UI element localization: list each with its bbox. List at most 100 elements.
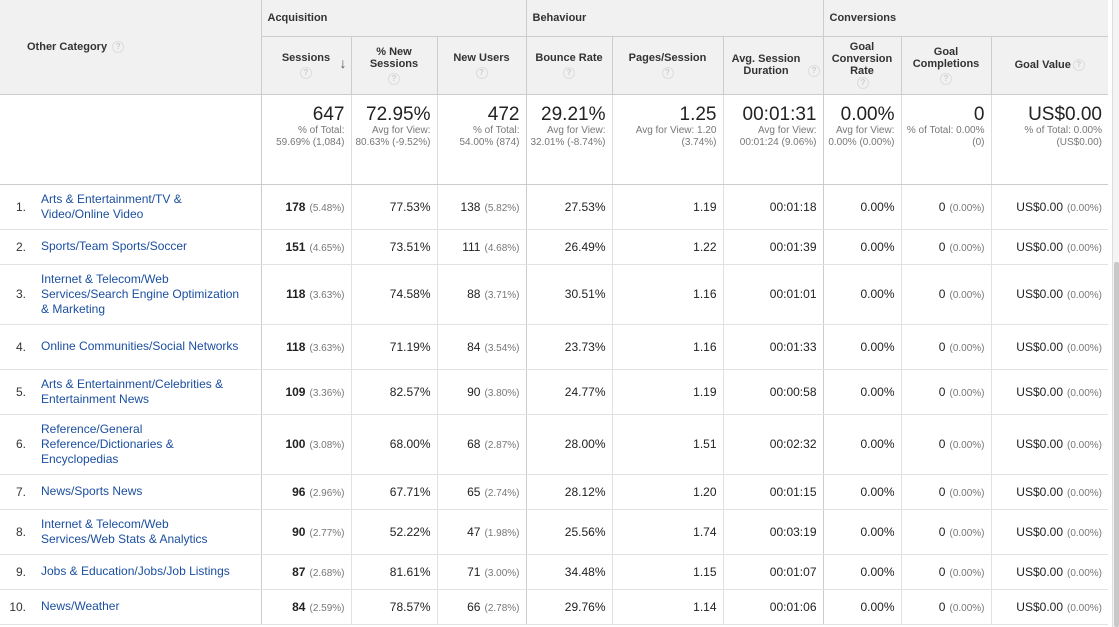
help-icon[interactable]: ? [563, 66, 575, 79]
bounce-rate-cell: 26.49% [525, 229, 612, 265]
table-row: 7. News/Sports News 96 (2.96%) 67.71% 65 (2.74… [0, 474, 1109, 510]
help-icon[interactable]: ? [661, 66, 674, 79]
duration-cell: 00:01:33 [722, 324, 823, 370]
pct-new-sessions-cell: 81.61% [350, 554, 437, 590]
sessions-cell: 84 (2.59%) [260, 589, 351, 625]
sort-descending-icon[interactable]: ↓ [339, 54, 347, 71]
help-icon[interactable]: ? [388, 72, 400, 85]
scrollbar-thumb[interactable] [1114, 262, 1119, 627]
category-link[interactable]: News/Sports News [41, 484, 143, 499]
bounce-rate-cell: 34.48% [525, 554, 612, 590]
pct-new-sessions-cell: 71.19% [350, 324, 437, 370]
total-sessions: 647% of Total: 59.69% (1,084) [260, 94, 351, 185]
category-link[interactable]: News/Weather [41, 599, 120, 614]
bounce-rate-cell: 24.77% [525, 369, 612, 415]
category-link[interactable]: Internet & Telecom/Web Services/Search E… [41, 271, 240, 316]
pct-new-sessions-cell: 67.71% [350, 474, 437, 510]
goal-completions-cell: 0 (0.00%) [900, 369, 991, 415]
category-link[interactable]: Online Communities/Social Networks [41, 339, 239, 354]
table-row: 8. Internet & Telecom/Web Services/Web St… [0, 509, 1109, 555]
help-icon[interactable]: ? [475, 66, 488, 79]
help-icon[interactable]: ? [808, 65, 820, 78]
col-avg-session-duration[interactable]: Avg. Session Duration? [722, 36, 823, 95]
col-sessions[interactable]: Sessions? ↓ [260, 36, 351, 95]
goal-value-cell: US$0.00 (0.00%) [990, 229, 1109, 265]
row-dimension-cell: 3. Internet & Telecom/Web Services/Search… [0, 264, 261, 325]
goal-value-cell: US$0.00 (0.00%) [990, 264, 1109, 325]
pct-new-sessions-cell: 74.58% [350, 264, 437, 325]
totals-label [0, 94, 261, 185]
pct-new-sessions-cell: 73.51% [350, 229, 437, 265]
help-icon[interactable]: ? [940, 72, 952, 85]
goal-conversion-rate-cell: 0.00% [822, 589, 901, 625]
duration-cell: 00:01:07 [722, 554, 823, 590]
metric-header-row: Sessions? ↓ % New Sessions? New Users? Bo… [0, 36, 1109, 95]
row-index: 2. [15, 239, 26, 254]
pct-new-sessions-cell: 82.57% [350, 369, 437, 415]
pct-new-sessions-cell: 78.57% [350, 589, 437, 625]
sessions-cell: 90 (2.77%) [260, 509, 351, 555]
new-users-cell: 111 (4.68%) [436, 229, 526, 265]
goal-conversion-rate-cell: 0.00% [822, 509, 901, 555]
pct-new-sessions-cell: 68.00% [350, 414, 437, 475]
col-bounce-rate[interactable]: Bounce Rate? [525, 36, 612, 95]
goal-completions-cell: 0 (0.00%) [900, 589, 991, 625]
pct-new-sessions-cell: 77.53% [350, 184, 437, 230]
pages-session-cell: 1.16 [611, 264, 723, 325]
goal-completions-cell: 0 (0.00%) [900, 324, 991, 370]
table-row: 2. Sports/Team Sports/Soccer 151 (4.65%) 73.… [0, 229, 1109, 265]
vertical-scrollbar[interactable] [1112, 0, 1119, 627]
duration-cell: 00:01:15 [722, 474, 823, 510]
category-link[interactable]: Internet & Telecom/Web Services/Web Stat… [41, 516, 208, 546]
col-pages-session[interactable]: Pages/Session? [611, 36, 723, 95]
sessions-cell: 96 (2.96%) [260, 474, 351, 510]
category-link[interactable]: Jobs & Education/Jobs/Job Listings [41, 564, 230, 579]
duration-cell: 00:02:32 [722, 414, 823, 475]
help-icon[interactable]: ? [300, 66, 312, 79]
new-users-cell: 84 (3.54%) [436, 324, 526, 370]
row-index: 8. [15, 524, 26, 539]
goal-completions-cell: 0 (0.00%) [900, 414, 991, 475]
category-link[interactable]: Sports/Team Sports/Soccer [41, 239, 188, 254]
goal-completions-cell: 0 (0.00%) [900, 229, 991, 265]
new-users-cell: 71 (3.00%) [436, 554, 526, 590]
category-link[interactable]: Arts & Entertainment/TV & Video/Online V… [41, 191, 182, 221]
sessions-cell: 151 (4.65%) [260, 229, 351, 265]
bounce-rate-cell: 28.00% [525, 414, 612, 475]
table-row: 6. Reference/General Reference/Dictionari… [0, 414, 1109, 475]
col-new-users[interactable]: New Users? [436, 36, 526, 95]
pct-new-sessions-cell: 52.22% [350, 509, 437, 555]
col-goal-value[interactable]: Goal Value? [990, 36, 1109, 95]
sessions-cell: 109 (3.36%) [260, 369, 351, 415]
pages-session-cell: 1.20 [611, 474, 723, 510]
row-index: 1. [15, 199, 26, 214]
goal-completions-cell: 0 (0.00%) [900, 554, 991, 590]
row-index: 9. [15, 564, 26, 579]
goal-conversion-rate-cell: 0.00% [822, 369, 901, 415]
goal-value-cell: US$0.00 (0.00%) [990, 369, 1109, 415]
pages-session-cell: 1.19 [611, 369, 723, 415]
goal-conversion-rate-cell: 0.00% [822, 229, 901, 265]
help-icon[interactable]: ? [1072, 59, 1085, 72]
total-new-users: 472% of Total: 54.00% (874) [436, 94, 526, 185]
pages-session-cell: 1.19 [611, 184, 723, 230]
new-users-cell: 66 (2.78%) [436, 589, 526, 625]
table-row: 9. Jobs & Education/Jobs/Job Listings 87 (2… [0, 554, 1109, 590]
col-goal-completions[interactable]: Goal Completions? [900, 36, 991, 95]
duration-cell: 00:00:58 [722, 369, 823, 415]
row-index: 6. [15, 437, 26, 451]
dimension-header[interactable]: Other Category ? [0, 0, 261, 95]
duration-cell: 00:01:18 [722, 184, 823, 230]
new-users-cell: 65 (2.74%) [436, 474, 526, 510]
help-icon[interactable]: ? [112, 40, 125, 53]
category-link[interactable]: Arts & Entertainment/Celebrities & Enter… [41, 376, 224, 406]
goal-value-cell: US$0.00 (0.00%) [990, 589, 1109, 625]
col-pct-new-sessions[interactable]: % New Sessions? [350, 36, 437, 95]
row-dimension-cell: 10. News/Weather [0, 589, 261, 625]
col-goal-conversion-rate[interactable]: Goal Conversion Rate? [822, 36, 901, 95]
category-link[interactable]: Reference/General Reference/Dictionaries… [41, 421, 174, 466]
row-dimension-cell: 6. Reference/General Reference/Dictionari… [0, 414, 261, 475]
group-conversions: Conversions [822, 0, 1109, 37]
help-icon[interactable]: ? [857, 77, 869, 90]
